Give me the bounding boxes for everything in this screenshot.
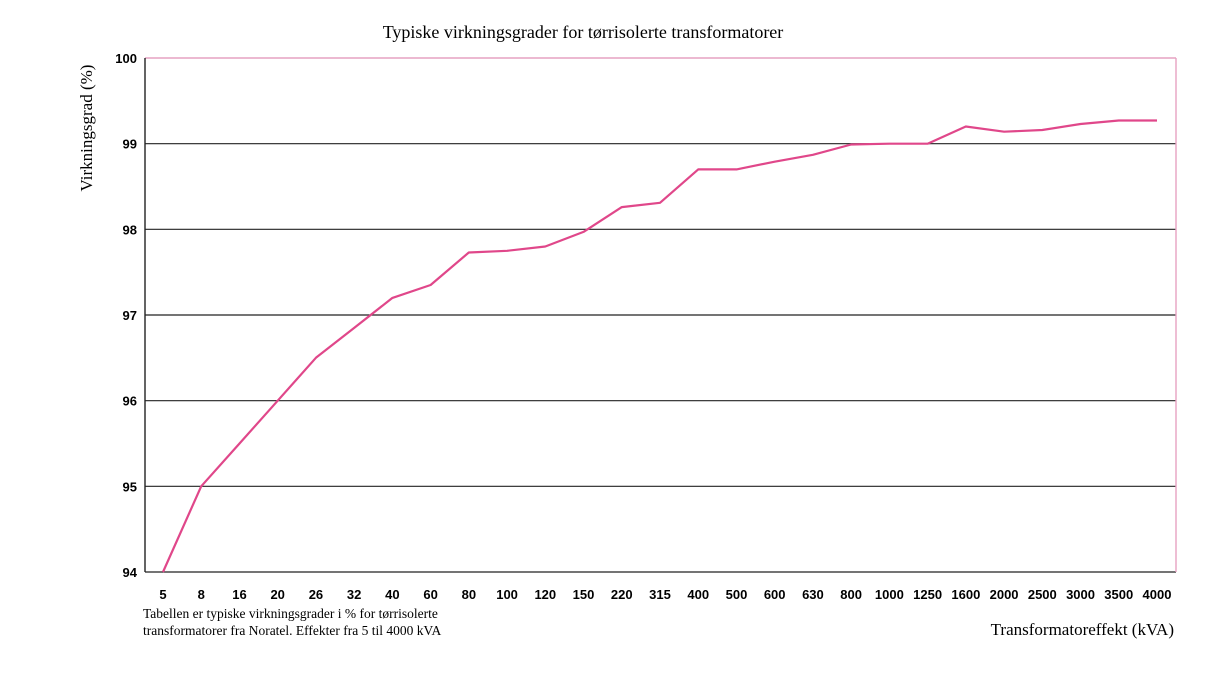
x-tick-220: 220 — [611, 587, 633, 602]
footnote-line-1: Tabellen er typiske virkningsgrader i % … — [143, 606, 438, 621]
x-tick-labels: 5 8 16 20 26 32 40 60 80 100 120 150 220 315 400 500 600… — [159, 587, 1171, 602]
x-axis-label: Transformatoreffekt (kVA) — [991, 620, 1174, 639]
y-tick-94: 94 — [123, 565, 138, 580]
y-tick-96: 96 — [123, 394, 137, 409]
x-tick-16: 16 — [232, 587, 246, 602]
x-tick-3500: 3500 — [1104, 587, 1133, 602]
x-tick-1600: 1600 — [951, 587, 980, 602]
x-tick-1250: 1250 — [913, 587, 942, 602]
y-tick-99: 99 — [123, 137, 137, 152]
x-tick-8: 8 — [198, 587, 205, 602]
x-tick-1000: 1000 — [875, 587, 904, 602]
x-tick-150: 150 — [573, 587, 595, 602]
y-tick-labels: 94 95 96 97 98 99 100 — [115, 51, 137, 580]
x-tick-100: 100 — [496, 587, 518, 602]
gridlines — [144, 57, 1177, 573]
series-line — [161, 119, 1157, 573]
x-tick-600: 600 — [764, 587, 786, 602]
x-tick-4000: 4000 — [1143, 587, 1172, 602]
footnote-line-2: transformatorer fra Noratel. Effekter fr… — [143, 623, 442, 638]
y-tick-95: 95 — [123, 479, 137, 494]
x-tick-20: 20 — [270, 587, 284, 602]
chart-title: Typiske virkningsgrader for tørrisolerte… — [383, 22, 784, 42]
x-tick-120: 120 — [534, 587, 556, 602]
x-tick-2500: 2500 — [1028, 587, 1057, 602]
y-tick-97: 97 — [123, 308, 137, 323]
x-tick-315: 315 — [649, 587, 671, 602]
chart-footnote: Tabellen er typiske virkningsgrader i % … — [143, 605, 523, 639]
y-tick-100: 100 — [115, 51, 137, 66]
x-tick-400: 400 — [687, 587, 709, 602]
y-axis-label: Virkningsgrad (%) — [77, 65, 96, 192]
x-tick-500: 500 — [726, 587, 748, 602]
x-tick-3000: 3000 — [1066, 587, 1095, 602]
x-tick-80: 80 — [462, 587, 476, 602]
y-tick-98: 98 — [123, 222, 137, 237]
x-tick-40: 40 — [385, 587, 399, 602]
x-tick-26: 26 — [309, 587, 323, 602]
x-tick-60: 60 — [423, 587, 437, 602]
x-tick-5: 5 — [159, 587, 166, 602]
x-tick-32: 32 — [347, 587, 361, 602]
x-tick-630: 630 — [802, 587, 824, 602]
x-tick-2000: 2000 — [990, 587, 1019, 602]
x-tick-800: 800 — [840, 587, 862, 602]
